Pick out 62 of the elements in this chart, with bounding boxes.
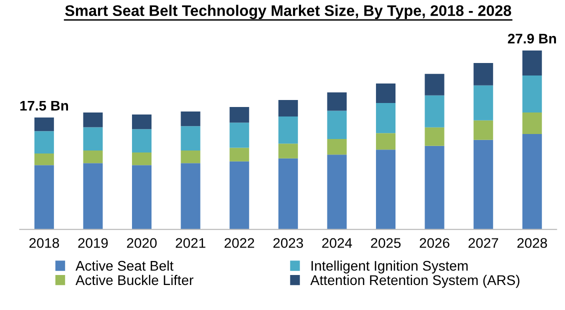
bar <box>83 127 103 150</box>
chart-title: Smart Seat Belt Technology Market Size, By Type, 2018 - 2028 <box>65 4 512 20</box>
bar <box>376 103 396 134</box>
bar <box>278 100 298 116</box>
bar <box>424 146 444 230</box>
bar <box>522 112 542 134</box>
legend-label: Intelligent Ignition System <box>312 260 468 274</box>
x-tick-label: 2024 <box>322 238 352 248</box>
bar <box>327 92 347 111</box>
legend-label: Attention Retention System (ARS) <box>310 274 520 288</box>
bar <box>34 165 54 230</box>
bar <box>132 129 152 152</box>
bar <box>327 154 347 230</box>
bar <box>278 116 298 144</box>
bar <box>230 122 250 148</box>
bar <box>83 112 103 128</box>
bar <box>376 133 396 150</box>
bar <box>83 163 103 230</box>
bar <box>424 127 444 146</box>
bar <box>424 74 444 96</box>
x-tick-label: 2018 <box>29 238 60 248</box>
bar <box>474 120 494 140</box>
bar <box>474 140 494 230</box>
bar <box>132 165 152 230</box>
bar <box>278 144 298 158</box>
x-tick-label: 2025 <box>370 238 401 248</box>
annotation: 27.9 Bn <box>508 34 556 44</box>
bar <box>34 131 54 154</box>
x-tick-label: 2028 <box>517 238 547 248</box>
bar <box>34 118 54 132</box>
x-tick-label: 2021 <box>176 238 206 248</box>
x-tick-label: 2020 <box>127 238 157 248</box>
bar <box>132 152 152 166</box>
bar <box>522 134 542 230</box>
bar <box>327 110 347 140</box>
bar <box>230 106 250 123</box>
bar <box>327 139 347 155</box>
bar <box>83 150 103 164</box>
bar <box>376 150 396 230</box>
bar <box>474 62 494 86</box>
bar <box>34 154 54 166</box>
bar <box>522 76 542 113</box>
legend-label: Active Seat Belt <box>76 260 174 271</box>
bar <box>180 150 200 164</box>
x-tick-label: 2027 <box>468 238 498 248</box>
bar <box>424 95 444 128</box>
x-tick-label: 2023 <box>273 238 303 248</box>
bar <box>230 161 250 230</box>
bar <box>474 85 494 120</box>
bar <box>180 163 200 230</box>
bar <box>180 126 200 150</box>
x-tick-label: 2019 <box>78 238 108 248</box>
bar <box>132 114 152 130</box>
bar <box>376 84 396 104</box>
annotation: 17.5 Bn <box>20 100 68 111</box>
bar <box>522 50 542 76</box>
bar <box>278 158 298 230</box>
x-tick-label: 2022 <box>224 238 254 248</box>
legend-label: Active Buckle Lifter <box>76 274 194 286</box>
bar <box>180 111 200 126</box>
x-tick-label: 2026 <box>420 238 450 248</box>
bar <box>230 148 250 162</box>
